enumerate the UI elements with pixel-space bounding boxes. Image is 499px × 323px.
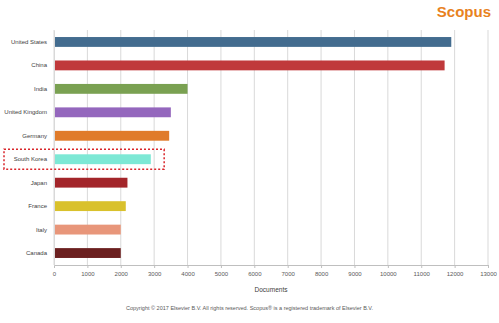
- tick: 8000: [315, 265, 329, 277]
- tick-label: Canada: [26, 250, 48, 256]
- tick: 5000: [215, 265, 229, 277]
- tick-label: 13000: [480, 271, 497, 277]
- tick-label: 11000: [414, 271, 431, 277]
- tick-label: 2000: [115, 271, 129, 277]
- tick-label: 9000: [348, 271, 362, 277]
- tick-mark: [321, 265, 322, 268]
- tick-label: United States: [11, 39, 47, 45]
- tick-mark: [188, 265, 189, 268]
- grid-line: [54, 30, 55, 265]
- bar: [54, 84, 188, 94]
- tick: United Kingdom: [4, 109, 54, 115]
- bar: [54, 178, 127, 188]
- tick: 7000: [282, 265, 296, 277]
- tick-label: South Korea: [14, 156, 48, 162]
- tick-mark: [488, 265, 489, 268]
- tick-mark: [288, 265, 289, 268]
- tick-label: 5000: [215, 271, 229, 277]
- tick-label: Japan: [31, 180, 47, 186]
- tick-mark: [254, 265, 255, 268]
- tick-label: 6000: [248, 271, 262, 277]
- y-axis: United States China India United Kingdom Ger…: [4, 31, 54, 266]
- tick: 11000: [414, 265, 431, 277]
- bar: [54, 225, 121, 235]
- annotation: Copyright © 2017 Elsevier B.V. All right…: [126, 305, 374, 311]
- tick-label: United Kingdom: [4, 109, 47, 115]
- tick-mark: [221, 265, 222, 268]
- tick: 3000: [148, 265, 162, 277]
- tick: 0: [53, 265, 57, 277]
- tick-label: China: [31, 62, 47, 68]
- tick-label: Germany: [22, 133, 47, 139]
- tick-label: India: [34, 86, 48, 92]
- bar: [54, 131, 169, 141]
- axis-line: [55, 266, 489, 269]
- bars: [54, 37, 451, 258]
- bar: [54, 60, 445, 70]
- bar: [54, 107, 171, 117]
- bar: [54, 248, 121, 258]
- tick: 9000: [348, 265, 362, 277]
- chart: 0 1000 2000 3000 4000 5000 6000 7000 8000 9000 100…: [0, 0, 499, 323]
- x-axis-title: Documents: [255, 286, 289, 293]
- tick-label: 12000: [447, 271, 464, 277]
- x-axis: 0 1000 2000 3000 4000 5000 6000 7000 8000 9000 100…: [53, 265, 498, 277]
- tick: 10000: [380, 265, 397, 277]
- tick: Italy: [36, 227, 54, 233]
- tick-label: 7000: [282, 271, 296, 277]
- bar: [54, 37, 451, 47]
- tick: United States: [11, 39, 54, 45]
- tick-mark: [388, 265, 389, 268]
- grid: [54, 30, 488, 265]
- bar: [54, 154, 151, 164]
- tick: China: [31, 62, 54, 68]
- tick-label: 1000: [81, 271, 95, 277]
- tick: France: [28, 203, 54, 209]
- tick-label: 0: [53, 271, 57, 277]
- tick: 2000: [115, 265, 129, 277]
- tick: South Korea: [14, 156, 54, 162]
- tick: Canada: [26, 250, 54, 256]
- tick: 13000: [480, 265, 497, 277]
- tick-mark: [121, 265, 122, 268]
- tick-label: 8000: [315, 271, 329, 277]
- tick: 4000: [181, 265, 195, 277]
- axis-line: [54, 31, 55, 266]
- bar: [54, 201, 126, 211]
- highlight-box: [4, 149, 164, 169]
- grid-line: [488, 30, 489, 265]
- tick-mark: [154, 265, 155, 268]
- tick: India: [34, 86, 54, 92]
- tick-label: Italy: [36, 227, 47, 233]
- grid-line: [454, 30, 455, 265]
- tick: 1000: [81, 265, 95, 277]
- tick-mark: [87, 265, 88, 268]
- tick-mark: [421, 265, 422, 268]
- title: Scopus: [437, 3, 491, 20]
- tick: 12000: [447, 265, 464, 277]
- tick: Germany: [22, 133, 54, 139]
- tick: 6000: [248, 265, 262, 277]
- tick-label: 3000: [148, 271, 162, 277]
- plot-area: 0 1000 2000 3000 4000 5000 6000 7000 8000 9000 100…: [4, 30, 498, 277]
- tick-label: 10000: [380, 271, 397, 277]
- tick-mark: [455, 265, 456, 268]
- tick-label: 4000: [181, 271, 195, 277]
- tick: Japan: [31, 180, 54, 186]
- tick-label: France: [28, 203, 47, 209]
- tick-mark: [354, 265, 355, 268]
